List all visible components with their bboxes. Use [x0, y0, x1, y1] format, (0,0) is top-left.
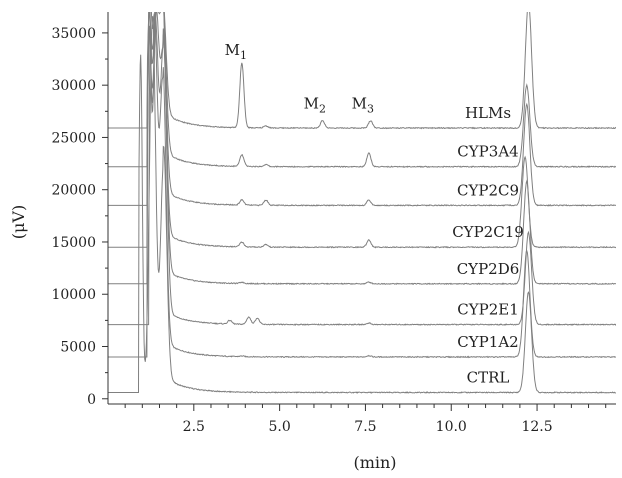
x-tick-label: 12.5 — [521, 419, 552, 435]
series-label-cyp1a2: CYP1A2 — [457, 333, 518, 351]
trace-cyp1a2 — [108, 12, 616, 359]
series-label-cyp2c19: CYP2C19 — [452, 223, 524, 241]
y-tick-label: 35000 — [51, 26, 96, 42]
x-tick-label: 10.0 — [436, 419, 467, 435]
trace-cyp2e1 — [108, 12, 616, 326]
series-label-cyp3a4: CYP3A4 — [457, 143, 518, 161]
x-axis-title: (min) — [353, 453, 396, 472]
y-tick-label: 20000 — [51, 183, 96, 199]
x-tick-label: 7.5 — [354, 419, 376, 435]
y-tick-label: 30000 — [51, 78, 96, 94]
peak-label-m3: M3 — [352, 94, 374, 115]
trace-cyp2d6 — [108, 12, 616, 286]
series-label-hlms: HLMs — [465, 104, 511, 122]
peak-label-main: M — [304, 94, 319, 112]
y-axis-title: (μV) — [9, 205, 28, 239]
trace-cyp2c9 — [108, 12, 616, 207]
axes: 0 5000 10000 15000 20000 25000 30000 35000 2.5 5.… — [51, 12, 616, 435]
series-label-ctrl: CTRL — [467, 369, 510, 387]
series-label-cyp2c9: CYP2C9 — [457, 181, 519, 199]
trace-hlms — [108, 12, 616, 130]
y-tick-label: 25000 — [51, 130, 96, 146]
peak-label-sub: 1 — [240, 49, 247, 62]
peak-label-m2: M2 — [304, 94, 326, 115]
peak-label-sub: 2 — [319, 102, 326, 115]
series-label-cyp2e1: CYP2E1 — [457, 301, 519, 319]
x-tick-label: 5.0 — [268, 419, 290, 435]
peak-label-sub: 3 — [367, 102, 374, 115]
trace-cyp2c19 — [108, 12, 616, 249]
x-tick-label: 2.5 — [183, 419, 205, 435]
trace-cyp3a4 — [108, 12, 616, 169]
y-tick-label: 15000 — [51, 235, 96, 251]
series-label-cyp2d6: CYP2D6 — [457, 260, 520, 278]
peak-label-main: M — [225, 41, 240, 59]
peak-label-m1: M1 — [225, 41, 247, 62]
y-tick-label: 0 — [87, 392, 96, 408]
y-tick-label: 10000 — [51, 287, 96, 303]
peak-label-main: M — [352, 94, 367, 112]
y-tick-label: 5000 — [60, 340, 96, 356]
